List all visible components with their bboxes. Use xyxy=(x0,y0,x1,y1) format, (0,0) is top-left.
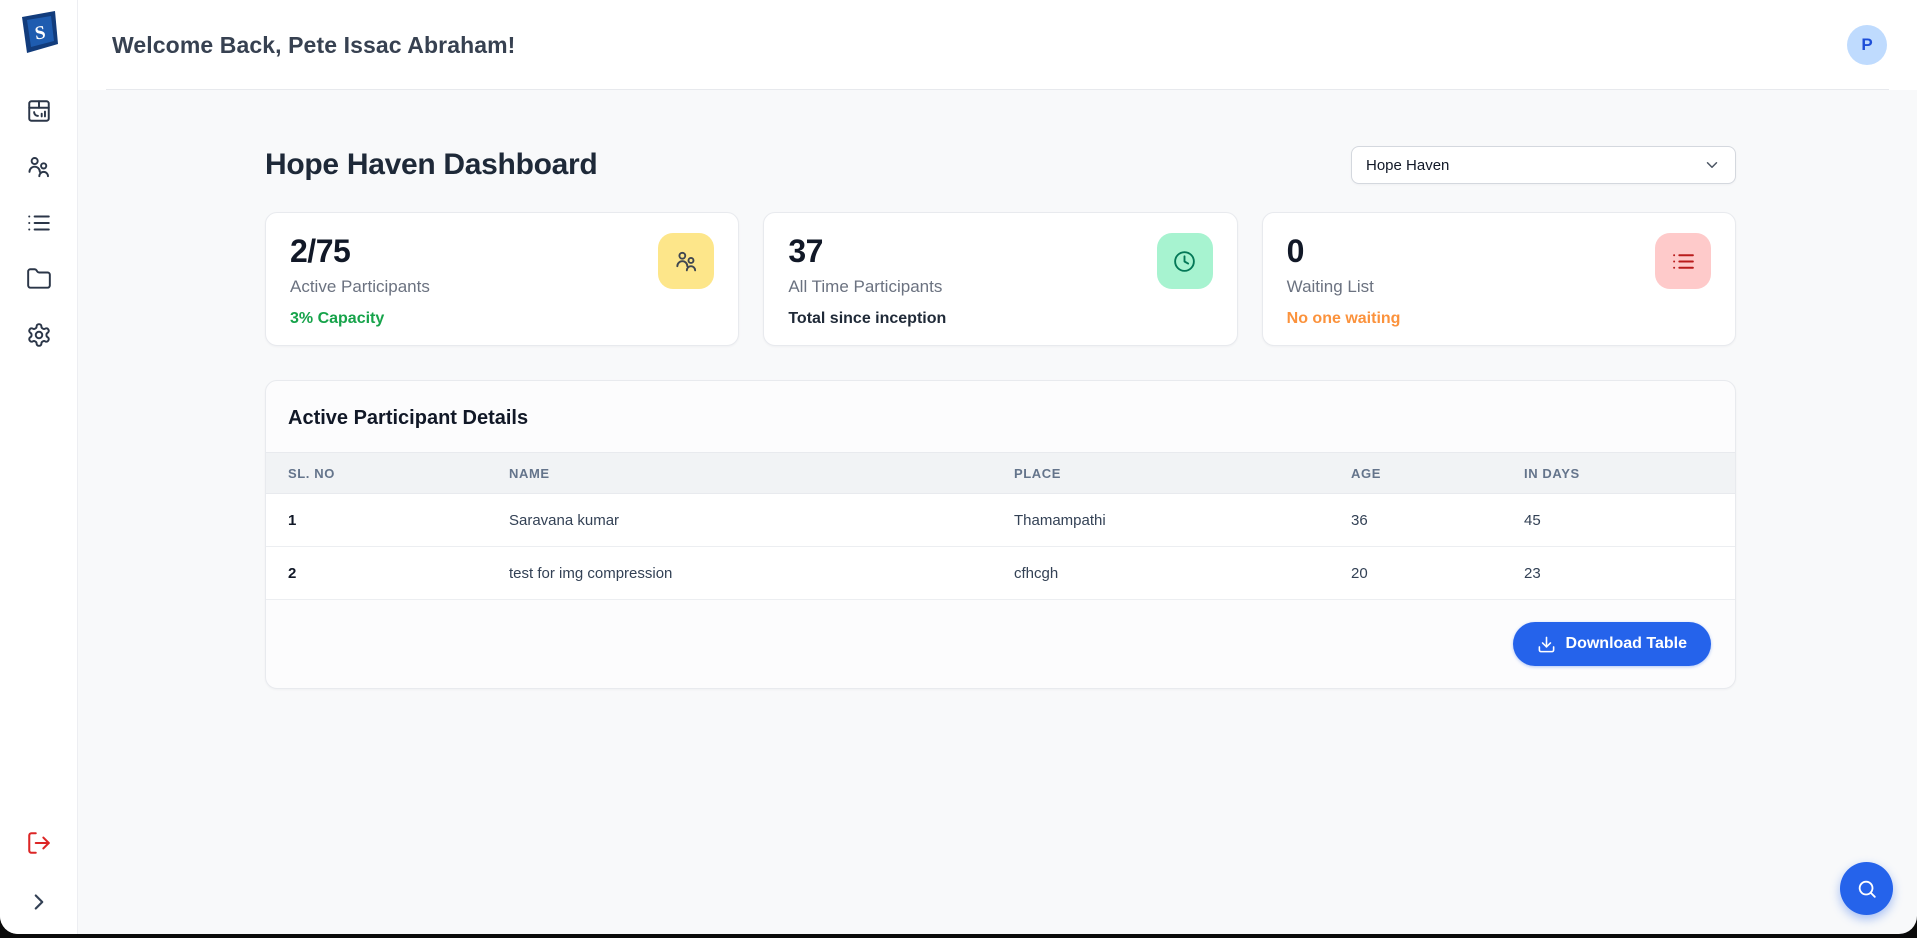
stat-status: Total since inception xyxy=(788,310,947,327)
cell-sl-no: 1 xyxy=(288,511,297,529)
cell-in-days: 23 xyxy=(1524,564,1541,582)
folder-icon[interactable] xyxy=(24,264,53,293)
download-icon xyxy=(1538,636,1554,652)
table-footer: Download Table xyxy=(266,600,1735,688)
stat-label: Waiting List xyxy=(1286,277,1374,296)
cell-age: 36 xyxy=(1351,511,1368,529)
top-header: Welcome Back, Pete Issac Abraham! P xyxy=(78,0,1917,90)
settings-icon[interactable] xyxy=(24,320,53,349)
svg-text:S: S xyxy=(33,22,46,44)
sidebar: S xyxy=(0,0,78,934)
stat-card-active-participants: 2/75 Active Participants 3% Capacity xyxy=(265,212,740,346)
column-header-place: PLACE xyxy=(1014,465,1062,481)
chevron-down-icon xyxy=(1706,162,1718,168)
column-header-sl-no: SL. NO xyxy=(288,465,335,481)
users-icon xyxy=(658,233,715,289)
sidebar-bottom xyxy=(24,828,53,916)
stat-label: Active Participants xyxy=(290,277,430,296)
stat-cards: 2/75 Active Participants 3% Capacity xyxy=(265,212,1736,346)
stat-card-all-time-participants: 37 All Time Participants Total since inc… xyxy=(763,212,1238,346)
cell-sl-no: 2 xyxy=(288,564,297,582)
title-row: Hope Haven Dashboard Hope Haven xyxy=(265,146,1736,184)
cell-place: cfhcgh xyxy=(1014,564,1059,582)
table-header-row: SL. NO NAME PLACE AGE IN DAYS xyxy=(266,452,1735,494)
stat-status: 3% Capacity xyxy=(290,310,385,327)
welcome-heading: Welcome Back, Pete Issac Abraham! xyxy=(112,31,516,58)
stat-text: 37 All Time Participants Total since inc… xyxy=(788,233,947,327)
table-row: 2 test for img compression cfhcgh 20 23 xyxy=(266,547,1735,600)
page-title: Hope Haven Dashboard xyxy=(265,148,598,181)
stat-text: 0 Waiting List No one waiting xyxy=(1286,233,1401,327)
dashboard-icon[interactable] xyxy=(24,96,53,125)
cell-name: Saravana kumar xyxy=(509,511,620,529)
stat-text: 2/75 Active Participants 3% Capacity xyxy=(290,233,430,327)
page-container: Hope Haven Dashboard Hope Haven 2/75 Act… xyxy=(265,90,1736,689)
chevron-right-icon[interactable] xyxy=(24,887,53,916)
center-select[interactable]: Hope Haven xyxy=(1351,146,1736,184)
search-fab-button[interactable] xyxy=(1840,862,1893,915)
stat-value: 2/75 xyxy=(290,233,351,269)
center-select-value: Hope Haven xyxy=(1366,156,1450,174)
download-table-label: Download Table xyxy=(1565,635,1687,652)
cell-age: 20 xyxy=(1351,564,1368,582)
stat-value: 0 xyxy=(1286,233,1305,269)
avatar[interactable]: P xyxy=(1847,25,1887,65)
stat-card-waiting-list: 0 Waiting List No one waiting xyxy=(1261,212,1736,346)
table-title: Active Participant Details xyxy=(288,407,529,429)
sidebar-nav xyxy=(24,96,53,349)
search-icon xyxy=(1858,880,1876,898)
download-table-button[interactable]: Download Table xyxy=(1512,622,1711,666)
stat-value: 37 xyxy=(788,233,823,269)
column-header-age: AGE xyxy=(1351,465,1381,481)
brand-logo[interactable]: S xyxy=(15,8,63,56)
main-area: Hope Haven Dashboard Hope Haven 2/75 Act… xyxy=(78,90,1917,934)
stat-status: No one waiting xyxy=(1286,310,1401,327)
queue-list-icon xyxy=(1655,233,1711,289)
column-header-in-days: IN DAYS xyxy=(1524,465,1580,481)
list-icon[interactable] xyxy=(24,208,53,237)
participant-table-card: Active Participant Details SL. NO NAME P… xyxy=(265,380,1736,689)
cell-name: test for img compression xyxy=(509,564,673,582)
stat-label: All Time Participants xyxy=(788,277,943,296)
table-row: 1 Saravana kumar Thamampathi 36 45 xyxy=(266,494,1735,547)
participants-icon[interactable] xyxy=(24,152,53,181)
column-header-name: NAME xyxy=(509,465,550,481)
content-column: Welcome Back, Pete Issac Abraham! P Hope… xyxy=(78,0,1917,934)
logout-icon[interactable] xyxy=(24,828,53,857)
cell-place: Thamampathi xyxy=(1014,511,1106,529)
clock-icon xyxy=(1156,233,1213,289)
cell-in-days: 45 xyxy=(1524,511,1541,529)
